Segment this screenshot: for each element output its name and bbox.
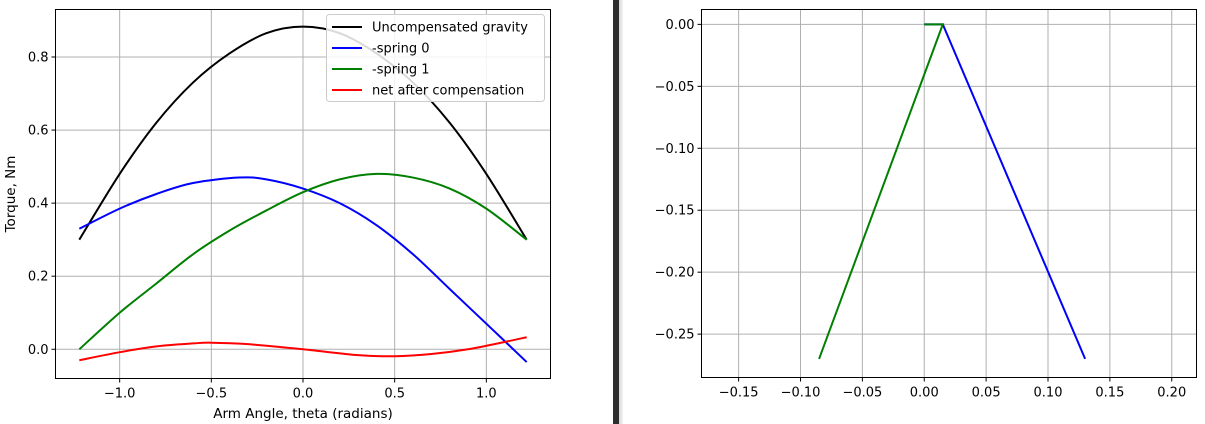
y-tick-label: −0.25 xyxy=(655,328,695,343)
x-tick-label: −1.0 xyxy=(104,387,136,402)
x-tick-label: 1.0 xyxy=(476,387,497,402)
x-tick-label: 0.15 xyxy=(1095,386,1124,401)
y-tick-label: 0.0 xyxy=(28,343,49,358)
x-tick-label: 0.20 xyxy=(1157,386,1186,401)
y-tick-label: 0.00 xyxy=(666,18,695,33)
series-line-0 xyxy=(924,23,1087,360)
series-line-3 xyxy=(79,336,527,362)
y-tick-label: 0.2 xyxy=(28,270,49,285)
y-tick-label: −0.05 xyxy=(655,80,695,95)
torque-chart: −1.0 −0.5 0.0 0.5 1.0 0.0 0.2 0.4 0.6 0.8 Arm Ang… xyxy=(3,9,551,422)
legend-label-0: Uncompensated gravity xyxy=(372,21,528,36)
series-line-1 xyxy=(818,23,945,360)
x-tick-label: −0.15 xyxy=(719,386,759,401)
series-lines xyxy=(78,25,528,363)
x-tick-label: 0.00 xyxy=(910,386,939,401)
series-line-2 xyxy=(78,172,528,351)
series-line-1 xyxy=(78,176,528,363)
x-axis-label: Arm Angle, theta (radians) xyxy=(213,406,393,422)
x-tick-label: 0.05 xyxy=(972,386,1001,401)
series-line-0 xyxy=(78,25,528,241)
x-tick-label: 0.10 xyxy=(1034,386,1063,401)
legend-label-3: net after compensation xyxy=(372,84,524,99)
panel-divider xyxy=(613,0,623,424)
y-tick-label: 0.6 xyxy=(28,124,49,139)
y-tick-label: −0.20 xyxy=(655,266,695,281)
legend-label-1: -spring 0 xyxy=(372,42,430,57)
y-tick-label: 0.8 xyxy=(28,50,49,65)
y-tick-label: −0.15 xyxy=(655,204,695,219)
grid xyxy=(701,9,1197,378)
x-tick-label: 0.0 xyxy=(293,387,314,402)
tick-labels: −0.15 −0.10 −0.05 0.00 0.05 0.10 0.15 0.20 0.00 −… xyxy=(655,18,1187,401)
x-tick-label: −0.5 xyxy=(196,387,228,402)
plot-frame xyxy=(701,9,1197,378)
x-tick-label: −0.10 xyxy=(781,386,821,401)
y-axis-label: Torque, Nm xyxy=(3,156,19,234)
tick-labels: −1.0 −0.5 0.0 0.5 1.0 0.0 0.2 0.4 0.6 0.8 xyxy=(28,50,497,401)
legend-label-2: -spring 1 xyxy=(372,63,430,78)
linkage-chart: −0.15 −0.10 −0.05 0.00 0.05 0.10 0.15 0.20 0.00 −… xyxy=(655,9,1197,401)
legend-box xyxy=(326,14,545,102)
x-tick-label: 0.5 xyxy=(384,387,405,402)
y-tick-label: −0.10 xyxy=(655,142,695,157)
series-lines xyxy=(818,23,1087,360)
x-tick-label: −0.05 xyxy=(842,386,882,401)
y-tick-label: 0.4 xyxy=(28,197,49,212)
legend: Uncompensated gravity -spring 0 -spring 1 n… xyxy=(326,14,545,102)
